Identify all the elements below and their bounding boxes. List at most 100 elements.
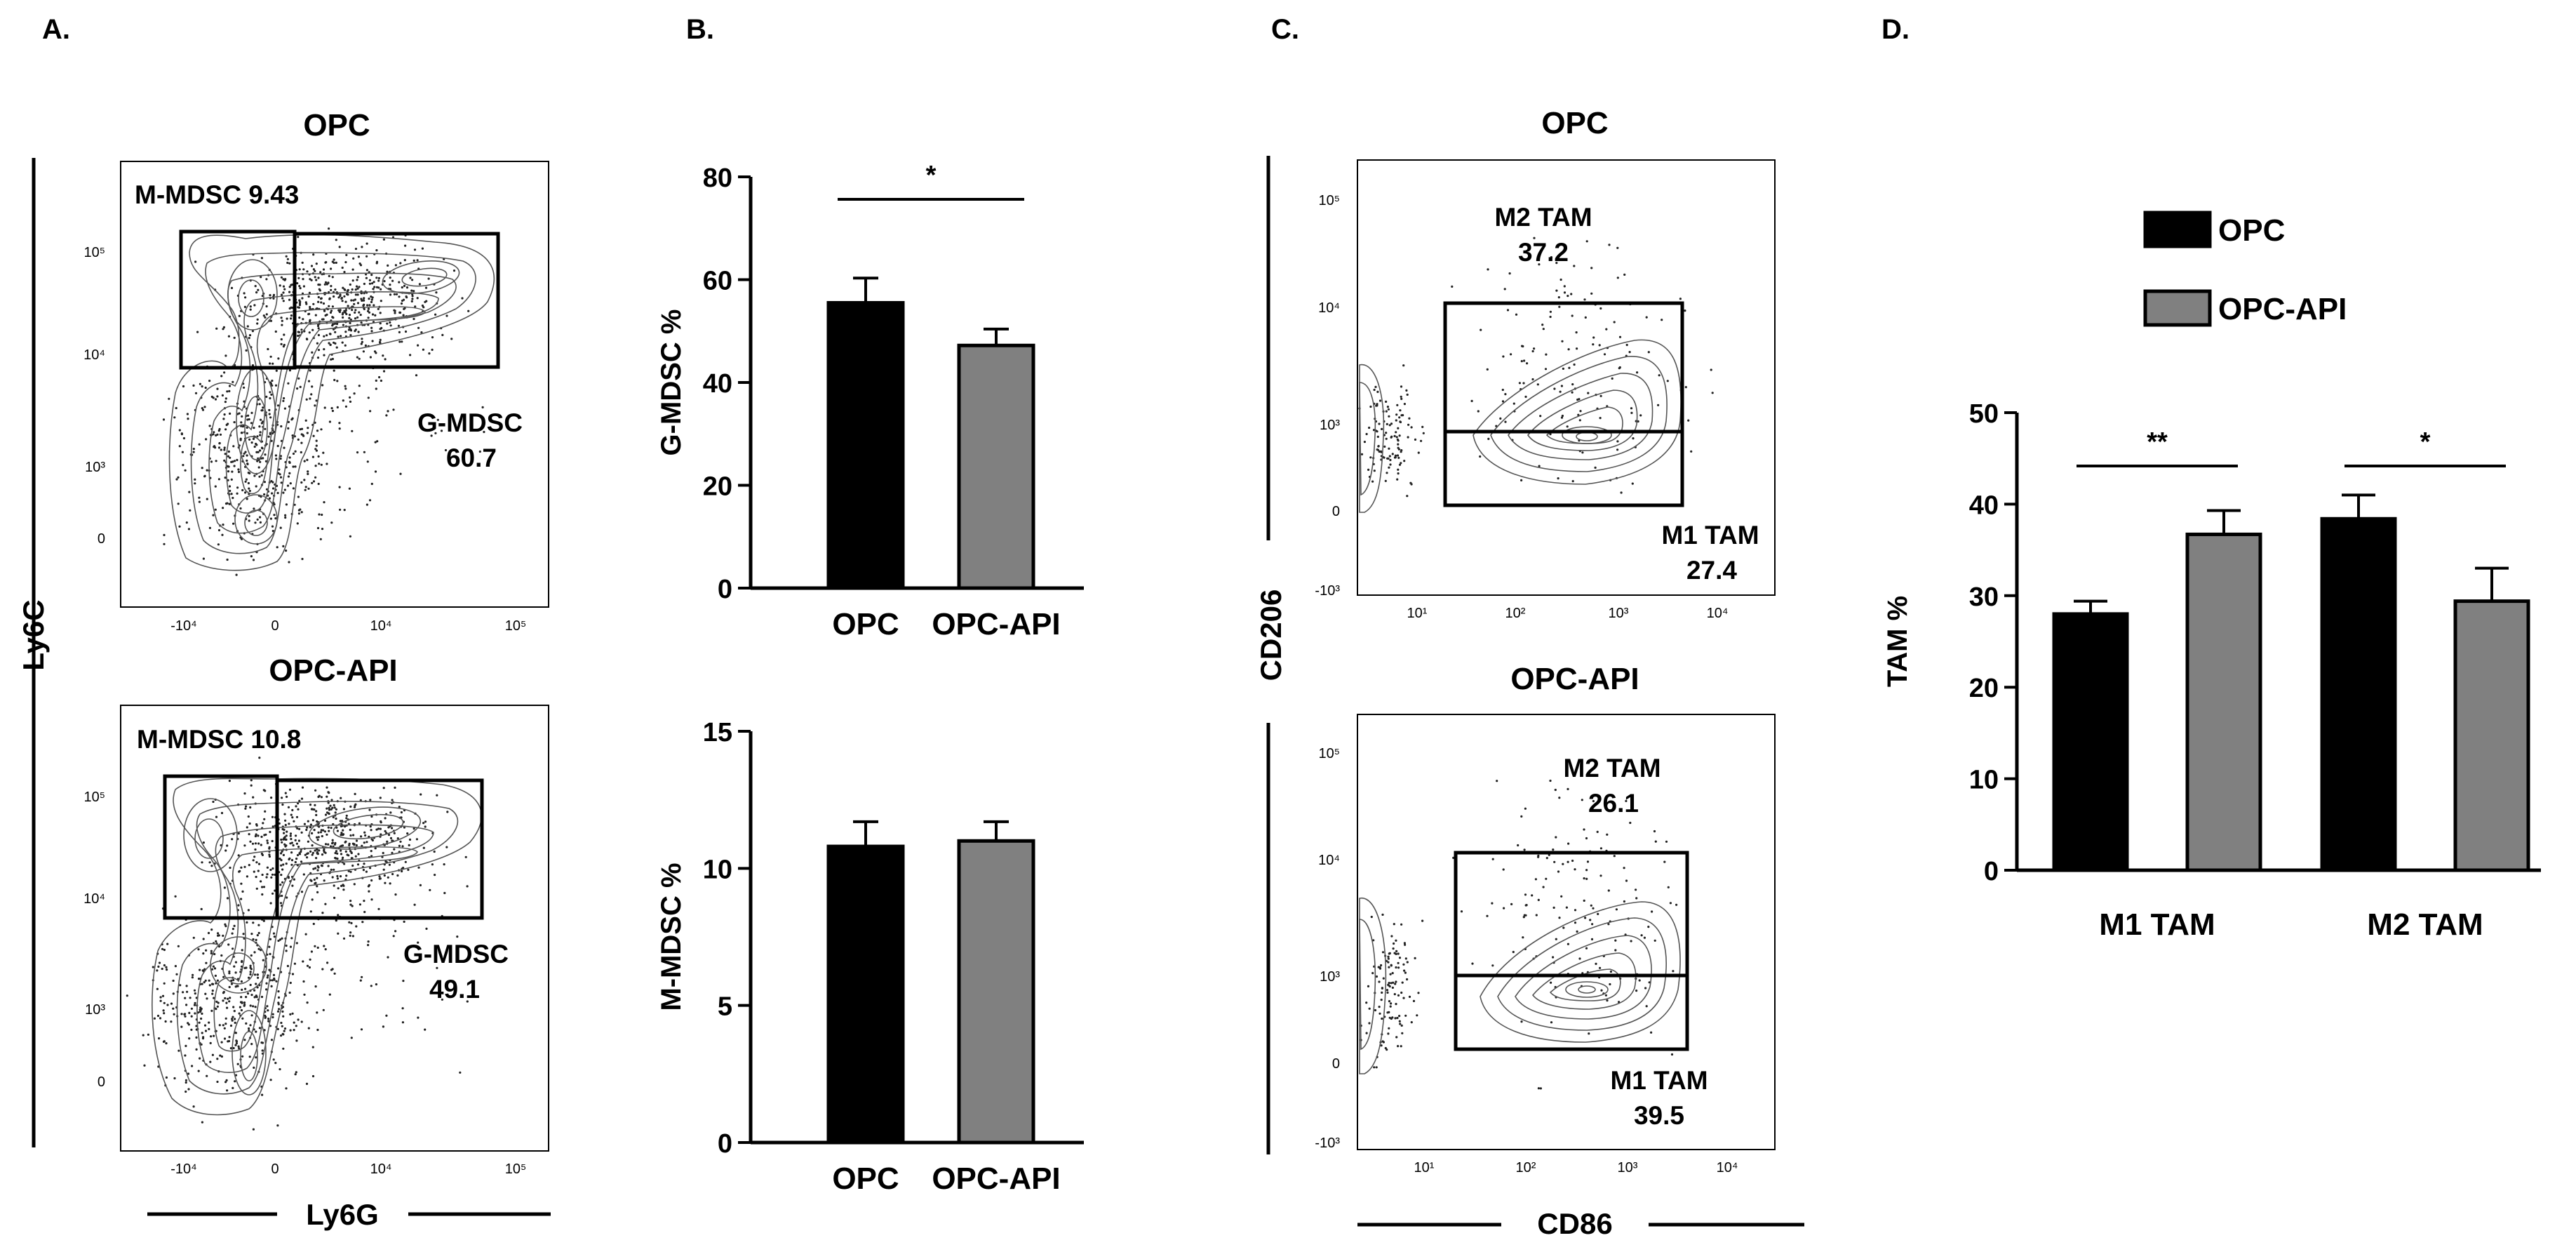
dot: [209, 1041, 212, 1044]
dot: [267, 1009, 269, 1012]
dot: [1503, 907, 1505, 910]
dot: [281, 841, 283, 844]
dot: [317, 455, 320, 458]
dot: [317, 836, 320, 839]
dot: [307, 487, 310, 490]
dot: [249, 308, 252, 311]
dot: [262, 457, 264, 460]
dot: [232, 1086, 234, 1089]
dot: [222, 999, 224, 1002]
dot: [328, 830, 330, 832]
dot: [370, 855, 373, 858]
dot: [312, 302, 315, 305]
dot: [377, 907, 380, 910]
svg-text:10³: 10³: [1320, 969, 1340, 985]
dot: [1567, 943, 1569, 945]
dot: [434, 874, 436, 877]
dot: [1559, 278, 1562, 281]
dot: [1524, 914, 1527, 917]
dot: [351, 429, 354, 432]
dot: [284, 514, 287, 517]
dot: [248, 822, 251, 825]
dot: [218, 1024, 221, 1027]
dot: [232, 460, 234, 463]
dot: [187, 1023, 190, 1026]
dot: [1502, 355, 1505, 358]
bar-opc: [826, 300, 905, 590]
dot: [1406, 978, 1409, 981]
dot: [1369, 456, 1372, 459]
dot: [1640, 934, 1643, 937]
dot: [1510, 903, 1513, 905]
dot: [1402, 997, 1405, 999]
dot: [417, 941, 420, 944]
dot: [333, 843, 336, 846]
dot: [1604, 994, 1607, 997]
dot: [232, 1006, 235, 1008]
dot: [382, 354, 384, 357]
dot: [397, 324, 401, 327]
dot: [427, 277, 430, 280]
dot: [391, 839, 394, 842]
dot: [314, 945, 316, 947]
dot: [201, 861, 203, 864]
dot: [270, 1039, 274, 1041]
dot: [443, 891, 446, 895]
dot: [158, 961, 161, 964]
dot: [385, 414, 388, 417]
dot: [215, 1008, 217, 1011]
dot: [370, 482, 373, 486]
dot: [396, 874, 399, 877]
dot: [1665, 840, 1668, 843]
dot: [1388, 455, 1391, 458]
dot: [246, 462, 249, 465]
dot: [276, 1010, 280, 1013]
dot: [348, 487, 351, 490]
dot: [1502, 868, 1505, 871]
dot: [304, 488, 307, 491]
dot: [1557, 296, 1560, 299]
dot: [224, 477, 227, 479]
dot: [243, 292, 246, 295]
svg-text:0: 0: [271, 1161, 279, 1177]
dot: [1452, 856, 1455, 859]
dot: [332, 815, 335, 819]
dot: [306, 270, 309, 273]
dot: [282, 863, 285, 866]
dot: [311, 808, 314, 811]
dot: [358, 385, 361, 387]
dot: [281, 850, 283, 853]
dot: [153, 1017, 156, 1020]
dot: [1567, 860, 1569, 863]
dot: [279, 457, 282, 460]
dot: [1400, 1024, 1403, 1027]
dot: [316, 869, 319, 872]
dot: [1398, 463, 1402, 466]
dot: [223, 413, 226, 416]
dot: [1387, 1032, 1390, 1035]
dot: [1381, 427, 1383, 431]
dot: [316, 877, 318, 879]
dot: [320, 864, 323, 867]
dot: [297, 839, 300, 842]
dot: [330, 288, 333, 291]
dot: [280, 838, 283, 841]
dot: [319, 831, 323, 834]
dot: [370, 274, 373, 277]
dot: [345, 814, 348, 817]
svg-text:10³: 10³: [85, 1002, 105, 1018]
dot: [349, 870, 352, 873]
dot: [335, 919, 337, 922]
dot: [1618, 366, 1621, 369]
dot: [248, 337, 250, 340]
dot: [274, 330, 277, 333]
legend-label: OPC-API: [2218, 292, 2347, 326]
dot: [260, 844, 262, 846]
dot: [192, 384, 195, 387]
dot: [266, 976, 269, 979]
dot: [249, 971, 252, 973]
dot: [1386, 989, 1389, 992]
dot: [249, 1024, 252, 1027]
dot: [189, 997, 192, 999]
dot: [215, 815, 218, 818]
